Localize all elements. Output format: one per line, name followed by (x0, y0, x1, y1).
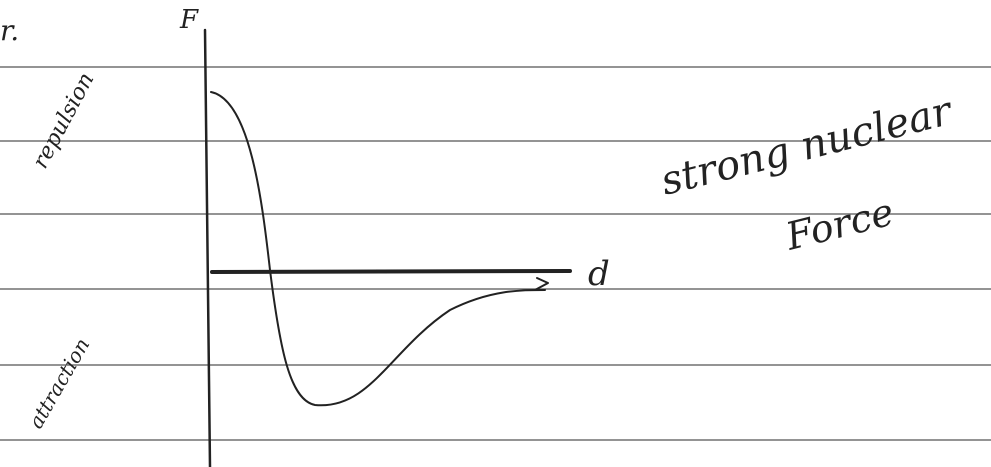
arrow-head (535, 278, 548, 290)
x-axis (212, 271, 570, 272)
y-axis-label: F (179, 5, 199, 35)
attraction-label: attraction (24, 334, 95, 433)
repulsion-label: repulsion (28, 69, 99, 173)
corner-label: r. (0, 14, 19, 47)
note-line: Force (781, 190, 898, 259)
sketch: r. F d repulsion attraction strong nucle… (0, 0, 991, 467)
note-line: strong nuclear (656, 87, 958, 204)
force-curve (211, 92, 545, 405)
x-axis-label: d (588, 254, 610, 294)
y-axis (205, 30, 210, 467)
